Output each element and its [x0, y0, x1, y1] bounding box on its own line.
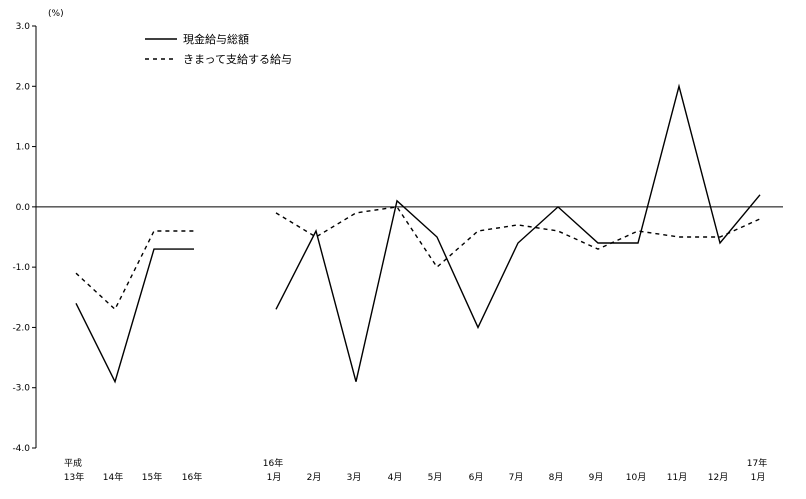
- y-tick-label: -1.0: [12, 263, 30, 273]
- legend-label-cash-earnings: 現金給与総額: [183, 32, 249, 46]
- x-tick-label: 15年: [142, 471, 162, 483]
- legend-label-scheduled-earnings: きまって支給する給与: [183, 52, 292, 66]
- x-tick-label: 2月: [307, 472, 322, 483]
- x-axis-ticks: 平成 13年 14年 15年 16年 16年 1月 2月 3月 4月 5月 6月 7月 8月 9月 10月 11…: [64, 457, 767, 483]
- x-tick-label: 12月: [708, 472, 728, 483]
- x-tick-label: 14年: [103, 471, 123, 483]
- x-tick-label: 16年: [182, 471, 202, 483]
- x-tick-label: 9月: [589, 472, 604, 483]
- series-line-cash-earnings-segment-1: [75, 248, 194, 384]
- x-tick-label-top: 16年: [263, 457, 283, 469]
- y-tick-label: -3.0: [12, 384, 30, 394]
- x-tick-label: 8月: [549, 472, 564, 483]
- y-tick-label: 0.0: [16, 203, 31, 213]
- axes: [35, 26, 783, 448]
- x-tick-label: 3月: [347, 472, 362, 483]
- legend: 現金給与総額 きまって支給する給与: [145, 32, 292, 66]
- x-tick-label: 7月: [509, 472, 524, 483]
- x-tick-label: 10月: [626, 472, 646, 483]
- y-tick-label: -4.0: [12, 444, 30, 454]
- x-tick-label: 11月: [667, 472, 687, 483]
- x-tick-label: 5月: [428, 472, 443, 483]
- x-tick-label: 1月: [751, 472, 766, 483]
- y-tick-label: 3.0: [16, 22, 31, 32]
- series-line-cash-earnings-segment-2: [275, 83, 761, 382]
- series-line-scheduled-earnings-segment-1: [75, 230, 194, 311]
- x-tick-label: 1月: [267, 472, 282, 483]
- x-tick-label: 6月: [469, 472, 484, 483]
- x-tick-label-top: 平成: [64, 457, 82, 469]
- y-axis-ticks: 3.0 2.0 1.0 0.0 -1.0 -2.0 -3.0 -4.0: [12, 22, 36, 454]
- series-line-scheduled-earnings-segment-2: [275, 206, 761, 269]
- x-tick-label-top: 17年: [747, 457, 767, 469]
- x-tick-label: 4月: [388, 472, 403, 483]
- y-axis-unit-label: (%): [48, 9, 64, 19]
- y-tick-label: -2.0: [12, 323, 30, 333]
- series-lines: [75, 83, 761, 384]
- y-tick-label: 1.0: [16, 143, 31, 153]
- y-tick-label: 2.0: [16, 82, 31, 92]
- x-tick-label: 13年: [64, 471, 84, 483]
